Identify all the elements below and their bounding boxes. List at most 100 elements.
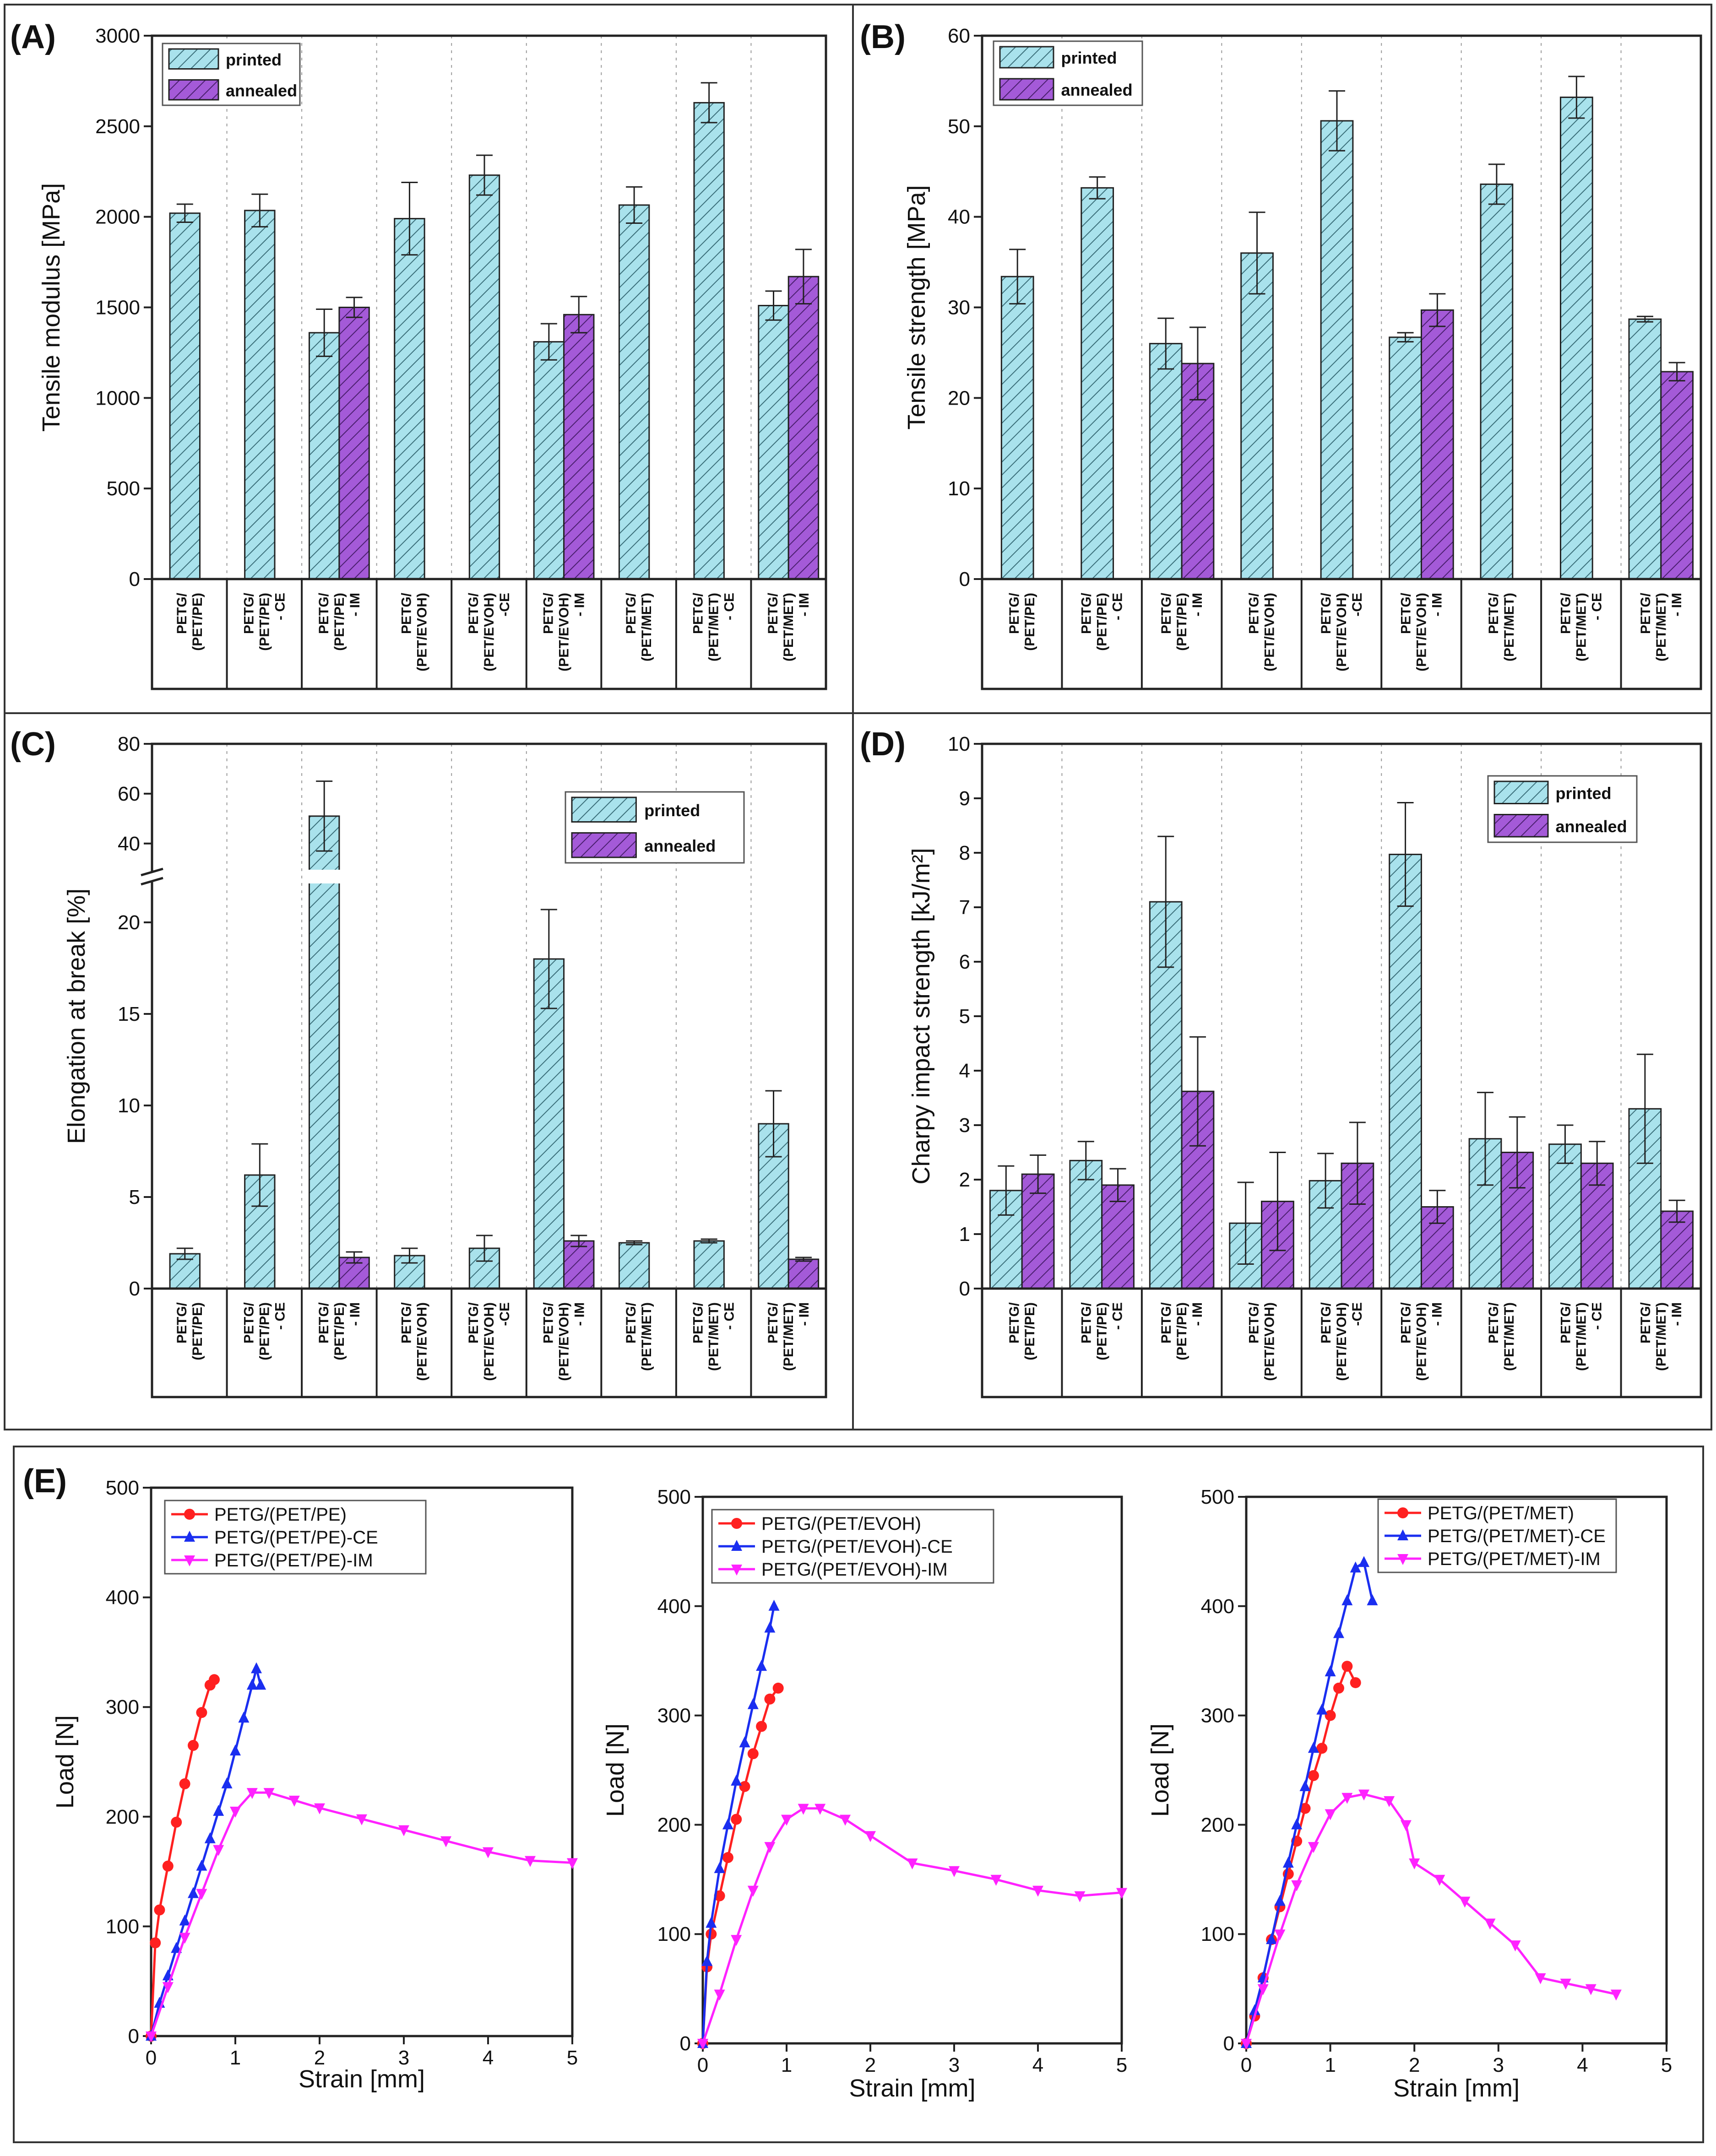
category-label: -CE xyxy=(1350,1302,1365,1326)
category-label: PETG/ xyxy=(1007,1302,1022,1343)
data-point xyxy=(1350,1561,1361,1573)
y-tick-label: 0 xyxy=(680,2032,691,2055)
category-label: (PET/MET) xyxy=(1502,1302,1517,1371)
category-label: PETG/ xyxy=(1638,1302,1653,1343)
series-line xyxy=(150,1668,262,2037)
data-point xyxy=(1308,1742,1319,1753)
category-label: PETG/ xyxy=(691,1302,706,1343)
data-point xyxy=(1249,2004,1260,2015)
category-label: PETG/ xyxy=(1079,1302,1094,1343)
data-point xyxy=(1560,1978,1571,1990)
category-label: PETG/ xyxy=(1159,1302,1174,1343)
category-label: (PET/EVOH) xyxy=(1414,593,1429,672)
category-label: (PET/PE) xyxy=(1022,593,1037,651)
data-point xyxy=(1074,1891,1086,1902)
category-label: (PET/MET) xyxy=(781,1302,796,1371)
category-label: -CE xyxy=(497,1302,512,1326)
data-point xyxy=(1316,1703,1328,1715)
x-tick-label: 3 xyxy=(949,2054,960,2076)
y-tick-label: 300 xyxy=(106,1696,139,1718)
load-strain-chart-1: 0 1 2 3 4 5 0 100 200 300 400 500 Strain [mm] Load [N… xyxy=(23,1463,578,2093)
data-point xyxy=(154,1904,165,1916)
panel-label: (D) xyxy=(860,726,906,763)
load-strain-chart-2: 0 1 2 3 4 5 0 100 200 300 400 500 Strain [mm] Load [N… xyxy=(602,1486,1127,2102)
category-label: (PET/EVOH) xyxy=(1334,593,1349,672)
y-tick-label: 200 xyxy=(1201,1814,1234,1836)
y-tick-label: 5 xyxy=(959,1005,970,1028)
data-point xyxy=(1434,1874,1445,1886)
x-tick-label: 4 xyxy=(1032,2054,1043,2076)
data-point xyxy=(230,1744,241,1756)
data-point xyxy=(1032,1885,1043,1897)
printed-bar xyxy=(1548,1143,1582,1289)
data-point xyxy=(1358,1789,1370,1801)
data-point xyxy=(1291,1818,1303,1830)
legend-box xyxy=(164,1500,427,1575)
data-point xyxy=(188,1887,199,1898)
series-line xyxy=(1245,1560,1374,2044)
x-tick-label: 5 xyxy=(1661,2054,1672,2076)
data-point xyxy=(1459,1896,1471,1908)
data-point xyxy=(213,1845,224,1856)
legend-label: PETG/(PET/PE)-IM xyxy=(214,1550,373,1571)
category-label: (PET/MET) xyxy=(706,593,722,661)
data-point xyxy=(865,1831,876,1842)
printed-bar xyxy=(1240,252,1274,580)
data-point xyxy=(731,1814,742,1825)
data-point xyxy=(1274,1895,1286,1906)
y-tick-label: 0 xyxy=(129,568,140,590)
panel-label: (B) xyxy=(860,19,906,55)
data-point xyxy=(1484,1918,1496,1930)
printed-bar xyxy=(394,218,425,580)
data-point xyxy=(781,1815,792,1826)
printed-bar xyxy=(533,341,565,580)
data-point xyxy=(221,1777,233,1788)
category-label: PETG/ xyxy=(1558,592,1573,634)
data-point xyxy=(1325,1665,1336,1677)
category-label: (PET/MET) xyxy=(1574,1302,1589,1371)
category-label: PETG/ xyxy=(466,1302,481,1343)
x-tick-label: 4 xyxy=(1577,2054,1588,2076)
annealed-bar xyxy=(1660,1210,1694,1289)
category-label: (PET/EVOH) xyxy=(557,593,572,672)
printed-bar xyxy=(758,305,789,580)
legend-label: PETG/(PET/MET) xyxy=(1428,1503,1574,1523)
x-tick-label: 2 xyxy=(314,2047,325,2069)
legend-label: printed xyxy=(1061,49,1117,67)
y-tick-label: 20 xyxy=(118,911,140,934)
data-point xyxy=(209,1674,220,1685)
category-label: (PET/PE) xyxy=(257,593,272,651)
y-tick-label: 1000 xyxy=(95,387,140,409)
legend-label: PETG/(PET/MET)-IM xyxy=(1428,1549,1601,1569)
panel-label: (A) xyxy=(10,19,56,55)
printed-legend-swatch xyxy=(168,48,219,70)
data-point xyxy=(706,1928,717,1940)
annealed-bar xyxy=(338,307,370,580)
y-tick-label: 3 xyxy=(959,1114,970,1137)
data-point xyxy=(1241,2039,1252,2050)
category-label: - CE xyxy=(1589,593,1604,620)
printed-legend-swatch xyxy=(999,46,1054,69)
data-point xyxy=(731,1774,742,1786)
y-tick-label: 10 xyxy=(948,477,970,500)
data-point xyxy=(1341,1793,1353,1804)
printed-bar xyxy=(618,204,650,580)
printed-bar xyxy=(1081,187,1114,580)
data-point xyxy=(184,1555,195,1566)
category-label: PETG/ xyxy=(766,1302,781,1343)
x-tick-label: 0 xyxy=(146,2047,157,2069)
data-point xyxy=(1400,1820,1412,1831)
printed-bar xyxy=(1149,343,1183,580)
x-tick-label: 1 xyxy=(1325,2054,1336,2076)
category-label: - CE xyxy=(722,1302,737,1330)
data-point xyxy=(1350,1677,1361,1688)
data-point xyxy=(1291,1880,1303,1891)
category-label: PETG/ xyxy=(399,1302,414,1343)
printed-bar xyxy=(618,1242,650,1289)
category-label: PETG/ xyxy=(1398,1302,1413,1343)
series-line xyxy=(701,1687,779,2044)
data-point xyxy=(756,1721,767,1732)
data-point xyxy=(1308,1842,1319,1853)
data-point xyxy=(1257,1984,1269,1995)
